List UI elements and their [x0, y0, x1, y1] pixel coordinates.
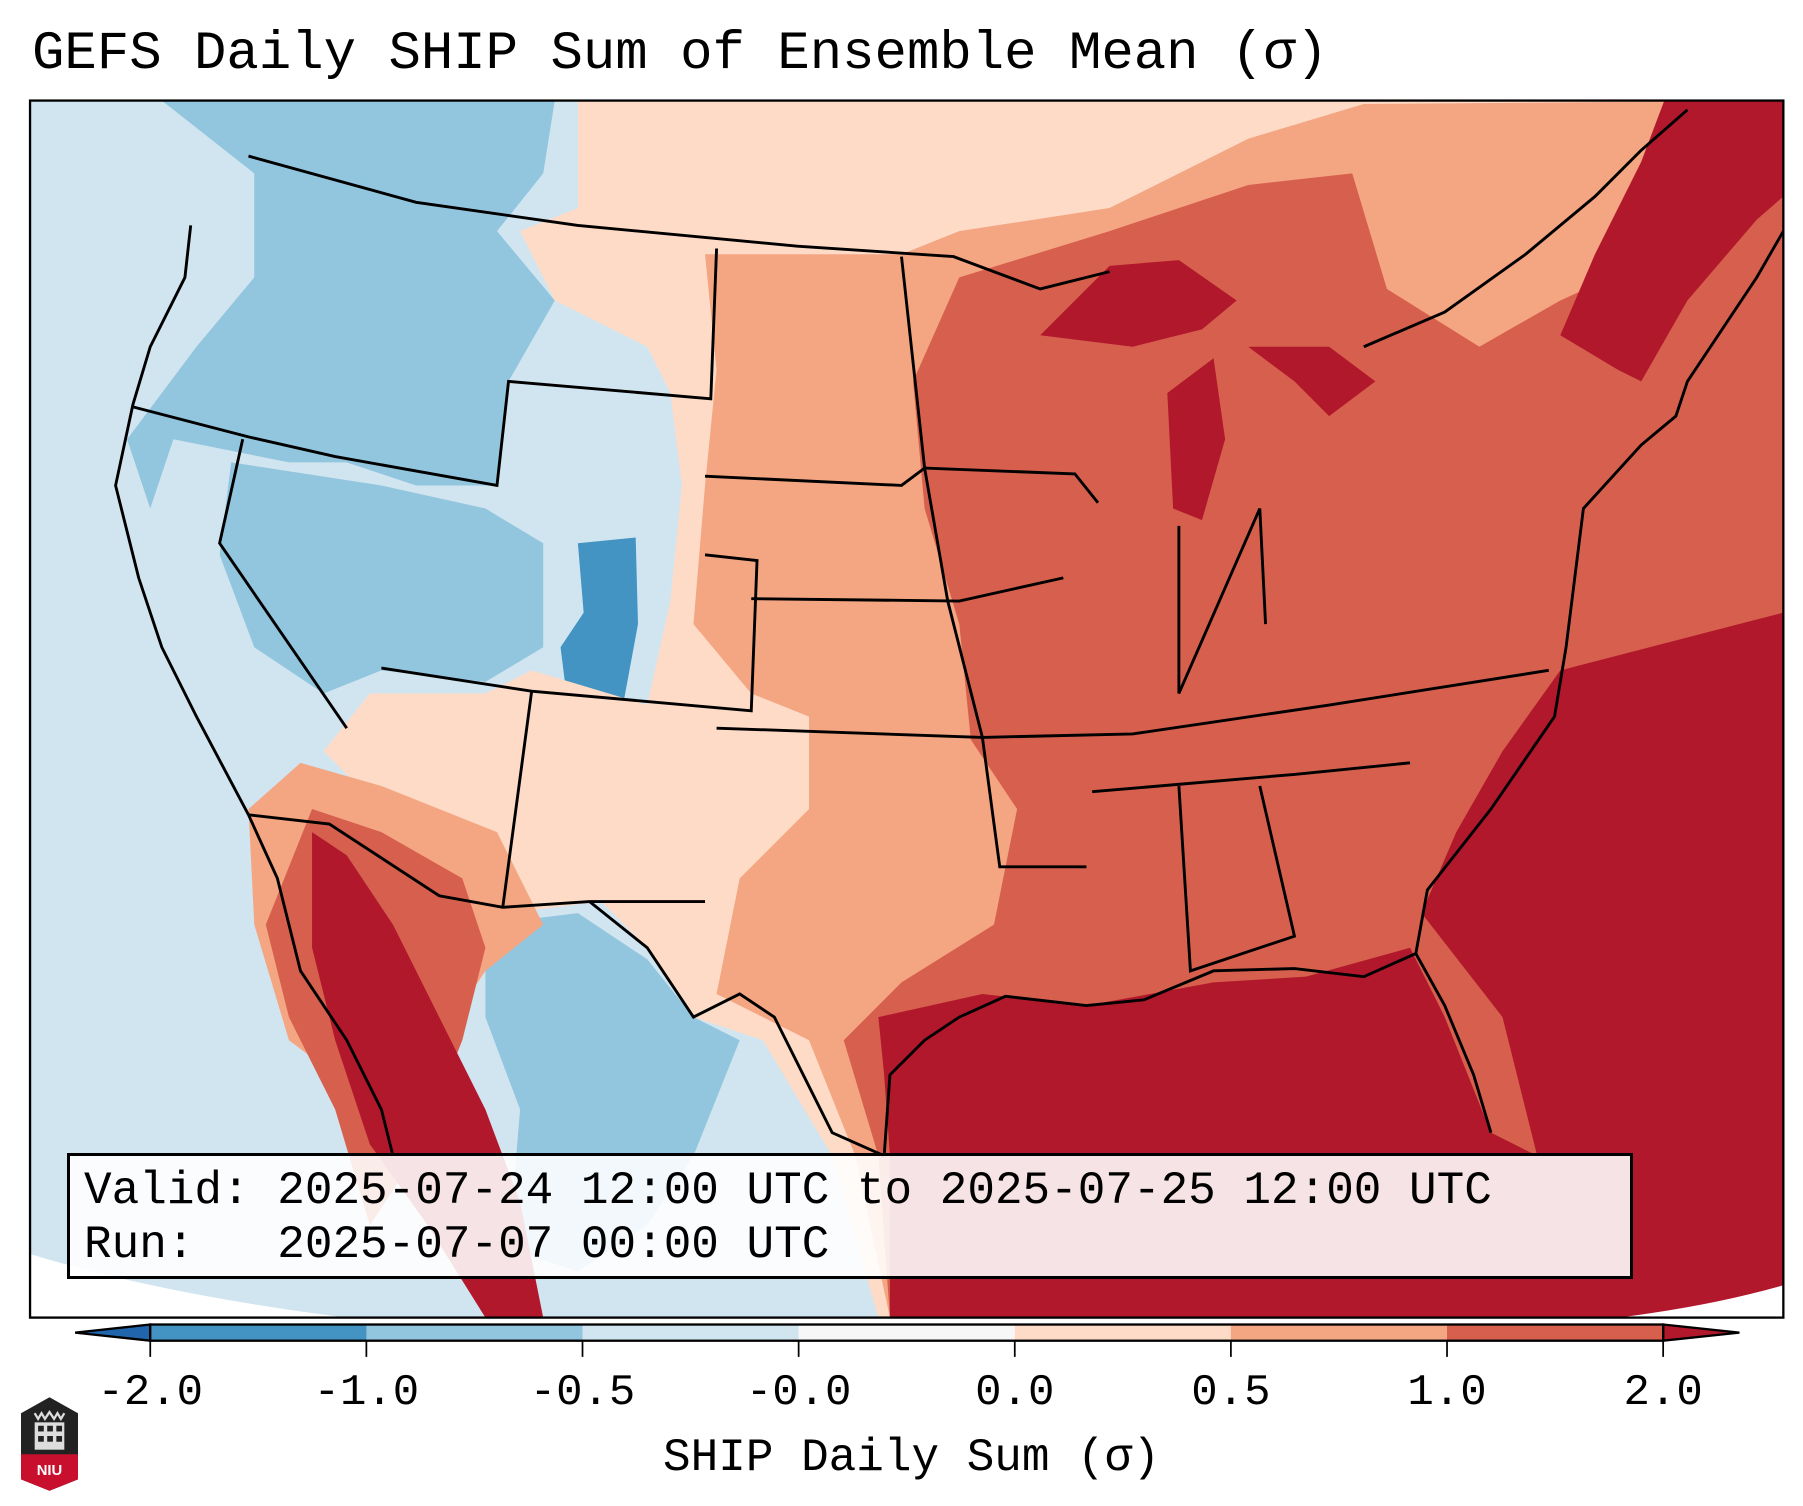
run-time: Run: 2025-07-07 00:00 UTC [84, 1219, 830, 1271]
state-line-5 [716, 668, 1549, 739]
state-line-10 [1092, 761, 1411, 794]
colorbar-bin [1230, 1324, 1448, 1341]
chart-title: GEFS Daily SHIP Sum of Ensemble Mean (σ) [32, 24, 1329, 85]
map-field [30, 100, 1784, 1318]
colorbar-tick-label: -1.0 [313, 1368, 420, 1418]
colorbar-extend-low [75, 1323, 152, 1342]
colorbar-tick-label: 1.0 [1407, 1368, 1487, 1418]
state-line-7 [218, 438, 348, 729]
projection-edge-left [30, 1254, 347, 1318]
svg-text:NIU: NIU [37, 1463, 63, 1479]
colorbar-tick-label: -0.5 [529, 1368, 636, 1418]
colorbar-tick-label: 2.0 [1623, 1368, 1703, 1418]
colorbar-bin [582, 1324, 800, 1341]
colorbar [75, 1323, 1740, 1357]
colorbar-label: SHIP Daily Sum (σ) [663, 1432, 1160, 1484]
baja-coast [247, 814, 395, 1157]
st-lawrence [1363, 108, 1689, 349]
info-box: Valid: 2025-07-24 12:00 UTC to 2025-07-2… [67, 1153, 1633, 1279]
colorbar-bin [150, 1324, 367, 1341]
mexico-border [248, 813, 706, 909]
rio-grande [588, 900, 885, 1158]
field-dark-red-lake-superior [1040, 260, 1237, 347]
colorbar-tick-label: 0.5 [1191, 1368, 1271, 1418]
state-line-4 [751, 576, 1064, 603]
niu-logo: NIU [21, 1397, 78, 1491]
projection-edge-right [1618, 1285, 1784, 1318]
canada-border [248, 154, 1110, 291]
colorbar-bin [798, 1324, 1016, 1341]
colorbar-extend-high [1661, 1323, 1740, 1342]
atlantic-coast [1414, 230, 1784, 954]
coastlines-and-borders [114, 108, 1784, 1158]
state-line-2 [381, 553, 759, 713]
colorbar-tick-label: 0.0 [975, 1368, 1055, 1418]
colorbar-tick-label: -2.0 [97, 1368, 204, 1418]
field-dark-red-northeast [1560, 100, 1784, 382]
state-line-9 [1177, 507, 1268, 695]
field-blue-northwest [127, 100, 555, 509]
field-dark-red-lake-huron [1248, 346, 1376, 417]
map-frame [28, 99, 1785, 1319]
colorbar-outline [149, 1323, 1665, 1342]
field-blue-great-basin [219, 462, 544, 694]
west-coast [114, 225, 250, 816]
valid-time: Valid: 2025-07-24 12:00 UTC to 2025-07-2… [84, 1165, 1492, 1217]
colorbar-bin [366, 1324, 584, 1341]
colorbar-bin [1014, 1324, 1232, 1341]
field-dark-red-gulf [878, 612, 1784, 1318]
field-blue-colorado [560, 537, 638, 700]
state-line-8 [900, 256, 1087, 869]
state-line-11 [1177, 785, 1297, 973]
state-line-6 [501, 690, 534, 908]
gulf-coast [882, 951, 1493, 1156]
colorbar-bin [1447, 1324, 1664, 1341]
field-dark-red-lake-michigan [1167, 358, 1226, 521]
state-line-1 [132, 248, 719, 488]
colorbar-tick-label: -0.0 [745, 1368, 852, 1418]
